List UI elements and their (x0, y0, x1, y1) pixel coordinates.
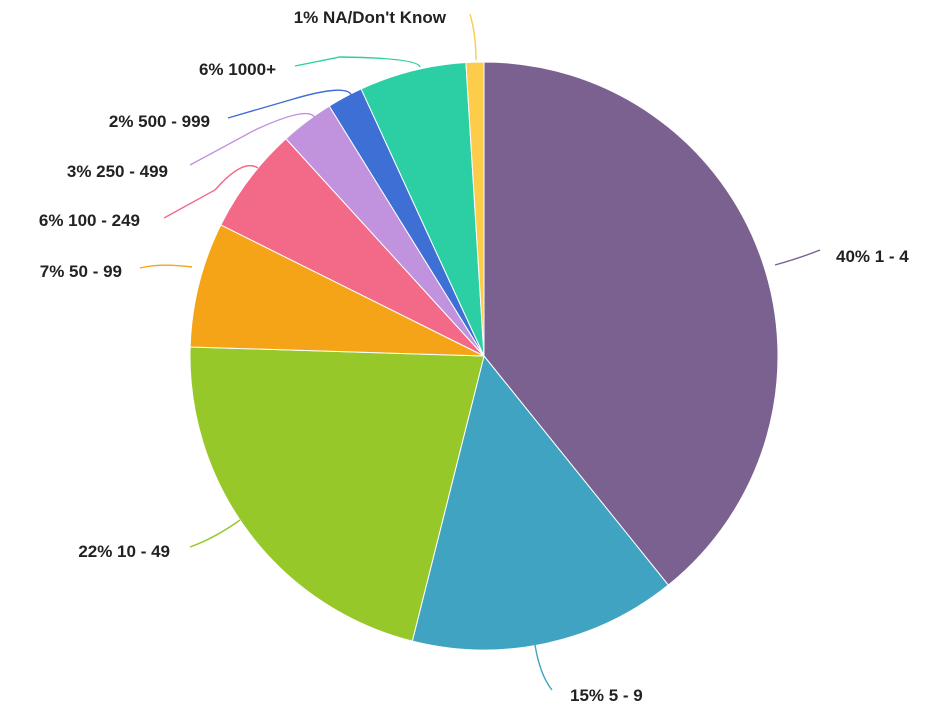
slice-label-500-999: 2% 500 - 999 (109, 112, 210, 131)
slice-labels: 40% 1 - 4 15% 5 - 9 22% 10 - 49 7% 50 - 99 6… (39, 8, 909, 705)
pie-slices (189, 61, 779, 651)
slice-label-100-249: 6% 100 - 249 (39, 211, 140, 230)
leader-line-10-49 (189, 519, 241, 548)
slice-label-50-99: 7% 50 - 99 (40, 262, 122, 281)
pie-slice-5-9 (411, 354, 670, 651)
slice-label-1000: 6% 1000+ (199, 60, 276, 79)
slice-label-10-49: 22% 10 - 49 (78, 542, 170, 561)
leader-line-100-249 (163, 164, 259, 219)
leader-line-1000 (294, 56, 421, 68)
leader-lines (139, 13, 821, 691)
pie-slice-50-99 (189, 224, 485, 357)
leader-line-50-99 (139, 264, 193, 269)
slice-label-5-9: 15% 5 - 9 (570, 686, 643, 705)
slice-label-1-4: 40% 1 - 4 (836, 247, 909, 266)
leader-line-5-9 (534, 644, 553, 691)
slice-label-250-499: 3% 250 - 499 (67, 162, 168, 181)
leader-line-250-499 (189, 112, 316, 166)
leader-line-1-4 (774, 249, 821, 266)
leader-line-500-999 (227, 89, 353, 119)
slice-label-na-don-t-know: 1% NA/Don't Know (294, 8, 447, 27)
pie-slice-na-don-t-know (465, 61, 485, 357)
pie-slice-10-49 (189, 346, 485, 642)
pie-slice-1-4 (483, 61, 779, 586)
leader-line-na-don-t-know (469, 13, 477, 61)
